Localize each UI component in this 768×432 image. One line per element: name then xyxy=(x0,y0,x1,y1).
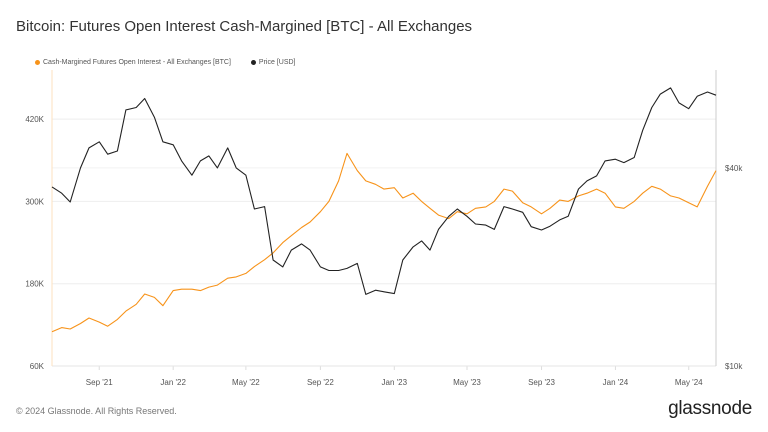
black-dot-icon xyxy=(250,60,256,65)
x-tick-label: May '22 xyxy=(232,378,260,387)
x-tick-label: Jan '24 xyxy=(603,378,629,387)
x-tick-label: Jan '22 xyxy=(160,378,186,387)
y-left-tick-label: 420K xyxy=(25,115,44,124)
orange-dot-icon xyxy=(35,60,40,65)
y-right-tick-label: $10k xyxy=(725,362,743,371)
x-tick-label: Jan '23 xyxy=(382,378,408,387)
price-line xyxy=(51,87,717,295)
x-tick-label: Sep '21 xyxy=(86,378,113,387)
legend-item-price[interactable]: Price [USD] xyxy=(250,59,296,66)
legend: Cash-Margined Futures Open Interest - Al… xyxy=(35,59,295,66)
x-tick-label: May '24 xyxy=(675,378,703,387)
chart-title: Bitcoin: Futures Open Interest Cash-Marg… xyxy=(16,18,473,35)
legend-label: Cash-Margined Futures Open Interest - Al… xyxy=(43,59,231,66)
x-tick-label: May '23 xyxy=(453,378,481,387)
copyright: © 2024 Glassnode. All Rights Reserved. xyxy=(16,406,177,416)
y-left-tick-label: 60K xyxy=(30,362,45,371)
legend-item-open-interest[interactable]: Cash-Margined Futures Open Interest - Al… xyxy=(35,59,231,66)
x-tick-label: Sep '22 xyxy=(307,378,334,387)
y-right-tick-label: $40k xyxy=(725,164,743,173)
legend-label: Price [USD] xyxy=(258,59,296,66)
x-tick-label: Sep '23 xyxy=(528,378,555,387)
open-interest-line xyxy=(51,152,717,333)
y-left-tick-label: 300K xyxy=(25,197,44,206)
y-left-tick-label: 180K xyxy=(25,280,44,289)
glassnode-logo: glassnode xyxy=(668,398,752,419)
